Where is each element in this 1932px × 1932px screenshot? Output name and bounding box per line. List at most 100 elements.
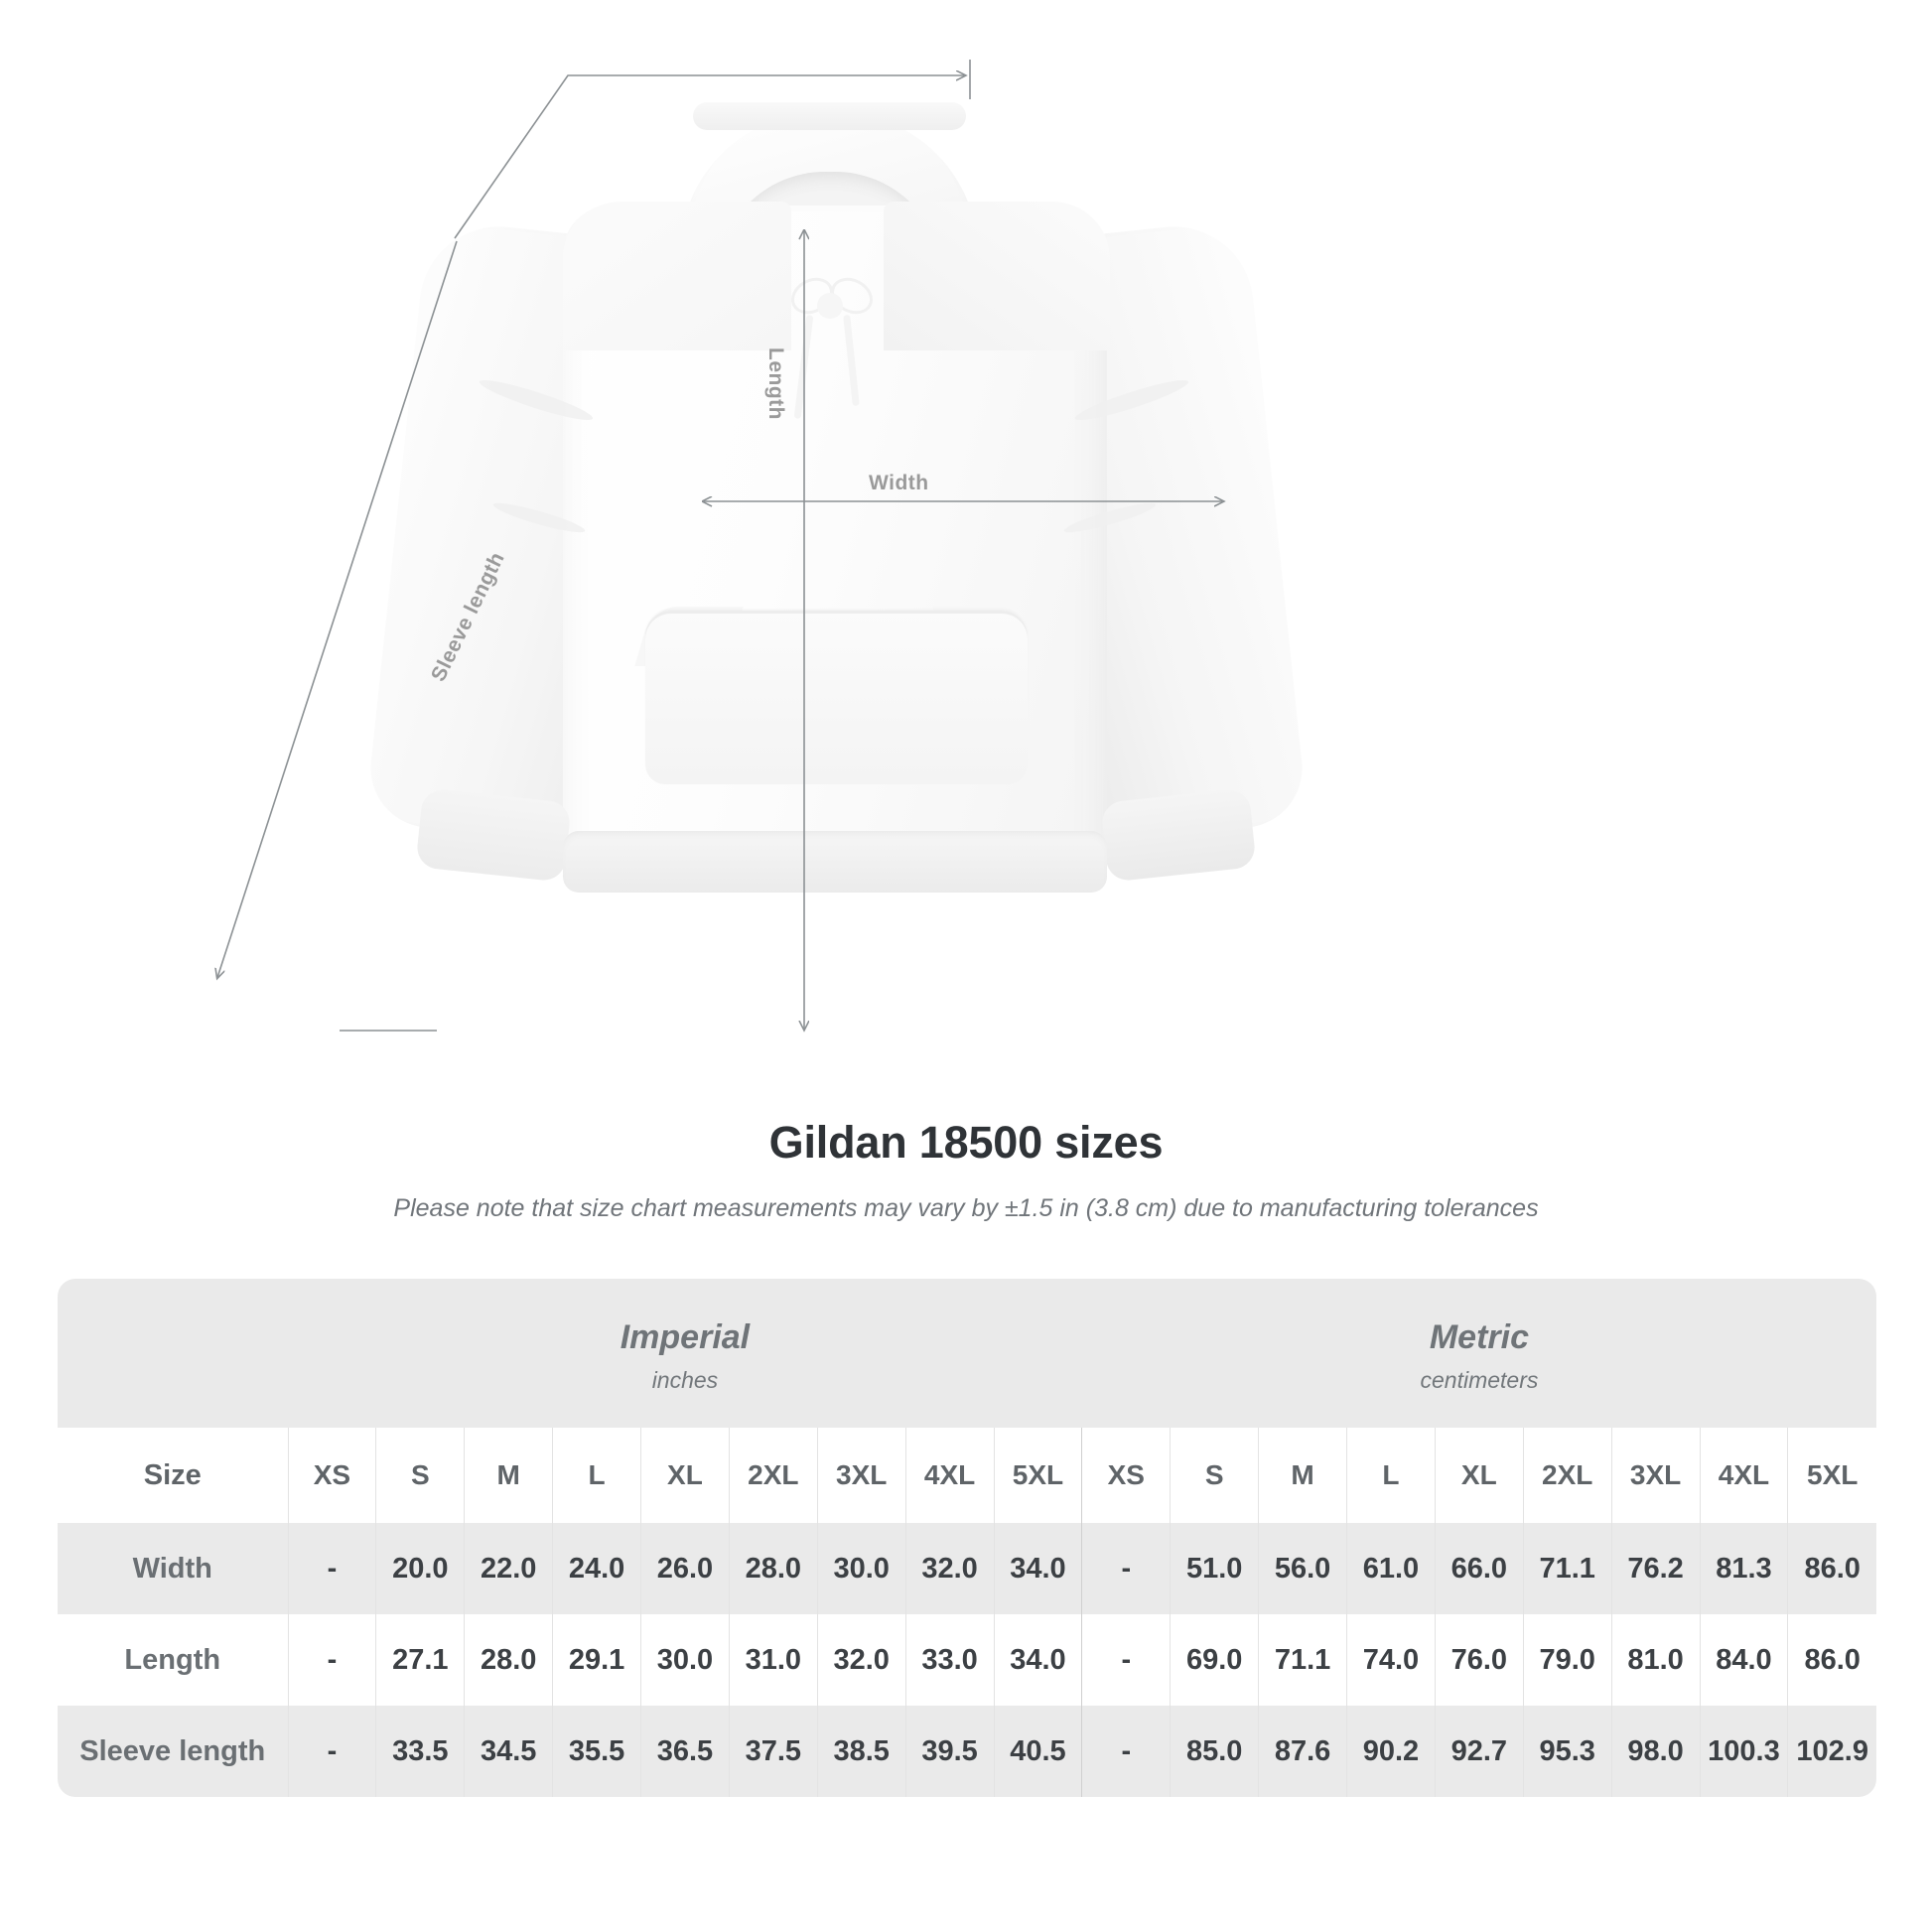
cell-width-imperial-m: 22.0 [464, 1523, 553, 1614]
cell-sleeve-length-metric-l: 90.2 [1346, 1706, 1436, 1797]
size-header-metric-4xl: 4XL [1699, 1428, 1788, 1523]
cell-sleeve-length-metric-4xl: 100.3 [1699, 1706, 1788, 1797]
hoodie-drawcord-knot [817, 293, 843, 319]
cell-sleeve-length-metric-m: 87.6 [1258, 1706, 1347, 1797]
cell-width-imperial-5xl: 34.0 [993, 1523, 1082, 1614]
length-label: Length [764, 347, 787, 420]
cell-length-imperial-4xl: 33.0 [904, 1614, 994, 1706]
cell-sleeve-length-metric-5xl: 102.9 [1787, 1706, 1876, 1797]
cell-length-metric-xs: - [1081, 1614, 1171, 1706]
size-header-imperial-5xl: 5XL [993, 1428, 1082, 1523]
size-header-metric-s: S [1170, 1428, 1259, 1523]
cell-length-metric-s: 69.0 [1170, 1614, 1259, 1706]
cell-length-imperial-l: 29.1 [552, 1614, 641, 1706]
cell-length-metric-2xl: 79.0 [1522, 1614, 1612, 1706]
unit-system-metric: Metric centimeters [1081, 1279, 1876, 1428]
hoodie-neckband [693, 102, 966, 130]
size-header-metric-xl: XL [1434, 1428, 1524, 1523]
cell-width-metric-s: 51.0 [1170, 1523, 1259, 1614]
hoodie-shoulder-right [884, 202, 1110, 350]
row-label-length: Length [58, 1614, 288, 1706]
size-table: Imperial inches Metric centimeters Size XS S M L… [58, 1279, 1876, 1797]
cell-width-imperial-xl: 26.0 [640, 1523, 730, 1614]
size-header-metric-5xl: 5XL [1787, 1428, 1876, 1523]
cell-sleeve-length-metric-3xl: 98.0 [1610, 1706, 1700, 1797]
cell-sleeve-length-imperial-5xl: 40.5 [993, 1706, 1082, 1797]
unit-system-unit: centimeters [1420, 1367, 1539, 1393]
size-header-imperial-xl: XL [640, 1428, 730, 1523]
garment-diagram: Length Width Sleeve length [0, 60, 1309, 1122]
hoodie-shoulder-left [563, 202, 791, 350]
size-header-imperial-m: M [464, 1428, 553, 1523]
size-header-metric-3xl: 3XL [1610, 1428, 1700, 1523]
size-header-imperial-2xl: 2XL [728, 1428, 818, 1523]
unit-system-spacer [58, 1279, 288, 1428]
cell-width-imperial-s: 20.0 [375, 1523, 465, 1614]
cell-sleeve-length-imperial-m: 34.5 [464, 1706, 553, 1797]
size-header-imperial-xs: XS [287, 1428, 376, 1523]
cell-sleeve-length-imperial-2xl: 37.5 [728, 1706, 818, 1797]
cell-width-metric-3xl: 76.2 [1610, 1523, 1700, 1614]
cell-length-imperial-xs: - [287, 1614, 376, 1706]
size-header-imperial-4xl: 4XL [904, 1428, 994, 1523]
cell-width-imperial-3xl: 30.0 [816, 1523, 906, 1614]
cell-width-metric-xs: - [1081, 1523, 1171, 1614]
cell-sleeve-length-imperial-4xl: 39.5 [904, 1706, 994, 1797]
cell-length-imperial-s: 27.1 [375, 1614, 465, 1706]
size-column-header: Size [58, 1428, 288, 1523]
cell-width-imperial-4xl: 32.0 [904, 1523, 994, 1614]
unit-system-imperial: Imperial inches [288, 1279, 1082, 1428]
size-table-container: Imperial inches Metric centimeters Size XS S M L… [58, 1279, 1876, 1797]
cell-sleeve-length-metric-xl: 92.7 [1434, 1706, 1524, 1797]
cell-length-metric-5xl: 86.0 [1787, 1614, 1876, 1706]
cell-sleeve-length-imperial-s: 33.5 [375, 1706, 465, 1797]
size-header-metric-l: L [1346, 1428, 1436, 1523]
cell-length-imperial-xl: 30.0 [640, 1614, 730, 1706]
size-header-metric-xs: XS [1081, 1428, 1171, 1523]
unit-system-name: Metric [1429, 1318, 1529, 1356]
unit-system-row: Imperial inches Metric centimeters [58, 1279, 1876, 1428]
size-header-imperial-3xl: 3XL [816, 1428, 906, 1523]
cell-length-imperial-3xl: 32.0 [816, 1614, 906, 1706]
cell-length-metric-m: 71.1 [1258, 1614, 1347, 1706]
page-title: Gildan 18500 sizes [768, 1117, 1164, 1168]
unit-system-unit: inches [651, 1367, 719, 1393]
size-header-row: Size XS S M L XL 2XL 3XL 4XL 5XL XS S M L XL 2XL 3XL 4XL 5… [58, 1428, 1876, 1523]
table-row: Length -27.1 28.0 29.1 30.0 31.0 32.0 33.0 34.0-… [58, 1614, 1876, 1706]
size-header-metric-m: M [1258, 1428, 1347, 1523]
cell-sleeve-length-metric-2xl: 95.3 [1522, 1706, 1612, 1797]
cell-width-metric-2xl: 71.1 [1522, 1523, 1612, 1614]
cell-width-metric-l: 61.0 [1346, 1523, 1436, 1614]
row-label-width: Width [58, 1523, 288, 1614]
hoodie-cuff-left [415, 787, 572, 883]
width-label: Width [869, 472, 929, 494]
cell-width-imperial-xs: - [287, 1523, 376, 1614]
cell-sleeve-length-imperial-xs: - [287, 1706, 376, 1797]
cell-length-imperial-2xl: 31.0 [728, 1614, 818, 1706]
hoodie-waistband [563, 831, 1107, 893]
cell-width-metric-4xl: 81.3 [1699, 1523, 1788, 1614]
hoodie-cuff-right [1100, 787, 1257, 883]
table-row: Sleeve length -33.5 34.5 35.5 36.5 37.5 38.5 39… [58, 1706, 1876, 1797]
tolerance-note: Please note that size chart measurements… [393, 1194, 1539, 1222]
cell-sleeve-length-imperial-3xl: 38.5 [816, 1706, 906, 1797]
unit-system-name: Imperial [620, 1318, 751, 1356]
cell-length-metric-4xl: 84.0 [1699, 1614, 1788, 1706]
title-block: Gildan 18500 sizes Please note that size… [0, 1117, 1932, 1223]
cell-length-imperial-m: 28.0 [464, 1614, 553, 1706]
cell-length-metric-3xl: 81.0 [1610, 1614, 1700, 1706]
cell-width-metric-xl: 66.0 [1434, 1523, 1524, 1614]
cell-width-metric-m: 56.0 [1258, 1523, 1347, 1614]
cell-length-metric-xl: 76.0 [1434, 1614, 1524, 1706]
hoodie-kangaroo-pocket [645, 611, 1028, 784]
row-label-sleeve-length: Sleeve length [58, 1706, 288, 1797]
cell-width-imperial-l: 24.0 [552, 1523, 641, 1614]
size-header-metric-2xl: 2XL [1522, 1428, 1612, 1523]
cell-sleeve-length-imperial-xl: 36.5 [640, 1706, 730, 1797]
cell-width-metric-5xl: 86.0 [1787, 1523, 1876, 1614]
cell-sleeve-length-imperial-l: 35.5 [552, 1706, 641, 1797]
table-row: Width -20.0 22.0 24.0 26.0 28.0 30.0 32.0 34.0-5… [58, 1523, 1876, 1614]
size-header-imperial-s: S [375, 1428, 465, 1523]
cell-sleeve-length-metric-s: 85.0 [1170, 1706, 1259, 1797]
